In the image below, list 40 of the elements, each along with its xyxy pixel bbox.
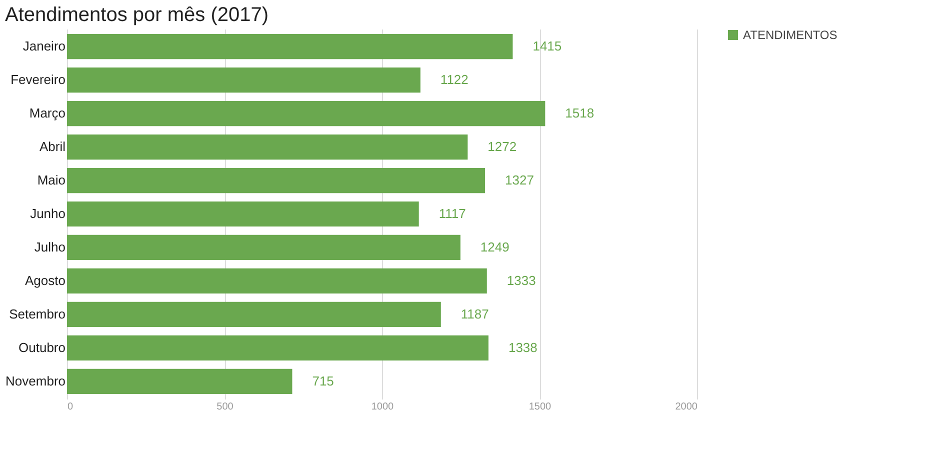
- bar: [67, 268, 487, 294]
- data-label: 715: [312, 373, 334, 388]
- bar: [67, 34, 513, 60]
- data-label: 1333: [506, 272, 536, 288]
- y-tick-label: Maio: [37, 172, 66, 188]
- bar: [67, 335, 488, 360]
- data-label: 1338: [508, 340, 538, 355]
- bar: [67, 168, 486, 194]
- y-tick-label: Junho: [30, 206, 66, 221]
- data-label: 1187: [460, 306, 489, 322]
- x-tick-label: 0: [68, 402, 74, 412]
- y-tick-label: Agosto: [25, 272, 66, 288]
- y-tick-label: Novembro: [6, 373, 66, 388]
- y-tick-label: Fevereiro: [10, 72, 66, 88]
- data-label: 1117: [438, 206, 466, 221]
- y-tick-label: Outubro: [18, 340, 66, 355]
- chart-title: Atendimentos por mês (2017): [5, 4, 268, 26]
- bar: [67, 100, 546, 126]
- bar: [67, 68, 420, 93]
- data-label: 1415: [532, 38, 562, 54]
- y-tick-label: Março: [29, 106, 66, 121]
- data-label: 1122: [440, 72, 468, 88]
- bar: [67, 201, 419, 227]
- bar: [67, 302, 441, 328]
- x-tick-label: 1500: [528, 402, 552, 412]
- y-tick-label: Julho: [34, 239, 66, 254]
- y-tick-label: Janeiro: [22, 38, 66, 54]
- data-label: 1249: [480, 239, 510, 254]
- bar: [67, 234, 460, 260]
- data-label: 1272: [488, 139, 517, 154]
- bar: [67, 368, 292, 394]
- y-tick-label: Setembro: [9, 306, 66, 322]
- legend-label: ATENDIMENTOS: [743, 28, 838, 42]
- data-label: 1518: [565, 106, 594, 121]
- x-tick-label: 2000: [675, 402, 698, 412]
- x-tick-label: 500: [216, 402, 234, 412]
- bar: [67, 134, 468, 160]
- y-tick-label: Abril: [39, 139, 66, 154]
- data-label: 1327: [505, 172, 534, 188]
- x-tick-label: 1000: [371, 402, 394, 412]
